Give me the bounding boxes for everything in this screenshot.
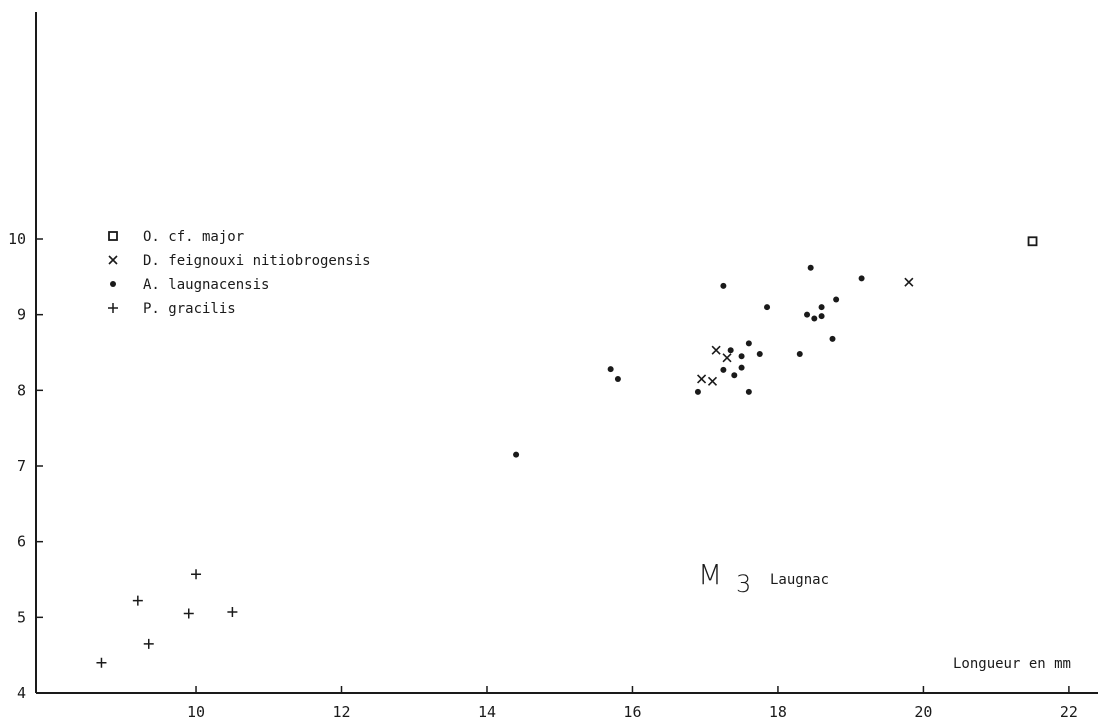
data-point — [720, 282, 727, 289]
data-point — [833, 296, 840, 303]
data-point — [818, 304, 825, 311]
data-point — [614, 375, 621, 382]
legend-marker — [108, 255, 118, 265]
series-x — [697, 277, 914, 386]
data-point — [183, 608, 194, 619]
legend-label: P. gracilis — [143, 301, 236, 317]
y-tick-label: 9 — [17, 306, 26, 324]
data-point — [720, 366, 727, 373]
x-tick-label: 10 — [187, 703, 205, 720]
x-tick-label: 16 — [623, 703, 641, 720]
annotation-main: M — [698, 558, 722, 591]
x-tick-label: 22 — [1060, 703, 1078, 720]
series-dot — [513, 264, 865, 458]
data-point — [711, 345, 721, 355]
y-ticks: 4 5 6 7 8 9 10 — [8, 230, 43, 702]
data-point — [727, 347, 734, 354]
legend-item: D. feignouxi nitiobrogensis — [108, 253, 371, 269]
x-ticks: 10 12 14 16 18 20 22 — [187, 686, 1078, 720]
y-tick-label: 4 — [17, 684, 26, 702]
x-tick-label: 12 — [332, 703, 350, 720]
x-axis-label: Longueur en mm — [953, 656, 1071, 672]
data-point — [731, 372, 738, 379]
data-point — [807, 264, 814, 271]
series-square — [1027, 236, 1038, 247]
legend-item: O. cf. major — [108, 229, 244, 245]
data-point — [513, 451, 520, 458]
data-point — [796, 351, 803, 358]
data-point — [694, 388, 701, 395]
x-tick-label: 14 — [478, 703, 496, 720]
data-point — [227, 607, 238, 618]
legend-marker — [108, 231, 118, 241]
data-point — [96, 657, 107, 668]
data-point — [829, 335, 836, 342]
data-point — [818, 313, 825, 320]
legend-label: A. laugnacensis — [143, 277, 269, 293]
data-point — [697, 374, 707, 384]
data-point — [858, 275, 865, 282]
data-point — [191, 569, 202, 580]
annotation-suffix: Laugnac — [770, 572, 829, 588]
y-tick-label: 5 — [17, 608, 26, 626]
data-point — [132, 595, 143, 606]
legend-marker — [110, 281, 116, 287]
data-point — [738, 364, 745, 371]
data-point — [764, 304, 771, 311]
x-tick-label: 20 — [914, 703, 932, 720]
annotation-subscript: 3 — [736, 570, 751, 598]
y-tick-label: 10 — [8, 230, 26, 248]
y-tick-label: 7 — [17, 457, 26, 475]
data-point — [745, 340, 752, 347]
data-point — [756, 351, 763, 358]
legend-label: O. cf. major — [143, 229, 244, 245]
data-points — [96, 236, 1038, 668]
data-point — [904, 277, 914, 287]
data-point — [745, 388, 752, 395]
y-tick-label: 6 — [17, 533, 26, 551]
data-point — [722, 353, 732, 363]
annotation: M 3 Laugnac — [698, 558, 829, 598]
data-point — [1027, 236, 1038, 247]
data-point — [811, 315, 818, 322]
data-point — [738, 353, 745, 360]
y-tick-label: 8 — [17, 381, 26, 399]
series-plus — [96, 569, 238, 668]
axes — [35, 12, 1098, 694]
data-point — [707, 376, 718, 386]
data-point — [804, 311, 811, 318]
legend-marker — [108, 303, 118, 313]
legend-item: A. laugnacensis — [110, 277, 269, 293]
data-point — [143, 638, 154, 649]
legend-item: P. gracilis — [108, 301, 236, 317]
data-point — [607, 366, 614, 373]
legend: O. cf. major D. feignouxi nitiobrogensis A… — [108, 229, 371, 317]
x-tick-label: 18 — [769, 703, 787, 720]
legend-label: D. feignouxi nitiobrogensis — [143, 253, 371, 269]
